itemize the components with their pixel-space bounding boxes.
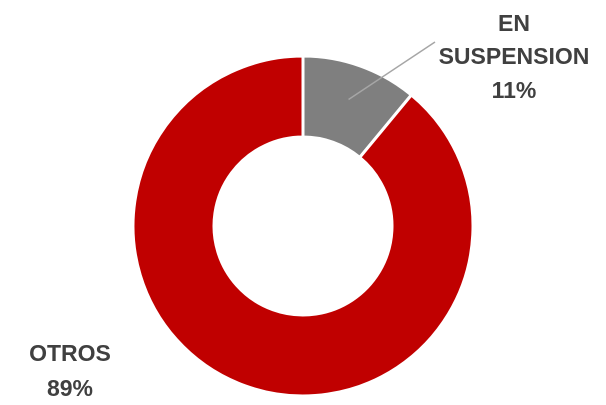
label-otros-line1: OTROS: [29, 340, 111, 366]
leader-line-en-suspension: [348, 41, 436, 101]
donut-slices: [131, 54, 475, 398]
label-otros-percent: 89%: [47, 375, 93, 401]
donut-slice-otros: [131, 54, 475, 398]
data-labels: EN SUSPENSION 11% OTROS 89%: [29, 10, 589, 401]
label-en-suspension-line2: SUSPENSION: [439, 43, 590, 69]
label-en-suspension-percent: 11%: [492, 77, 537, 103]
label-en-suspension-line1: EN: [498, 10, 530, 36]
